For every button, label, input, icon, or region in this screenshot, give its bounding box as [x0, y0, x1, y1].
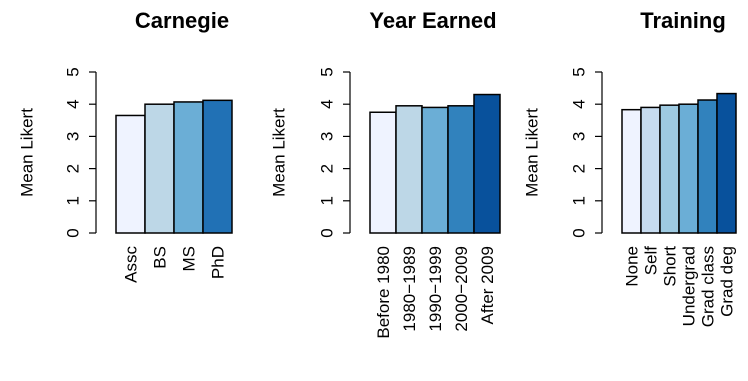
bar-2	[144, 103, 175, 234]
x-category-label: 1990−1999	[426, 246, 445, 332]
y-tick-label: 4	[317, 99, 336, 108]
y-tick-label: 1	[569, 196, 588, 205]
bar-4	[447, 105, 475, 234]
x-category-label: 2000−2009	[452, 246, 471, 332]
bar-4	[202, 99, 233, 234]
x-category-label: Before 1980	[374, 246, 393, 339]
x-category-label: None	[623, 246, 642, 287]
y-tick-label: 2	[317, 164, 336, 173]
x-category-label: Undergrad	[680, 246, 699, 326]
y-tick-label: 0	[317, 228, 336, 237]
x-category-label: Grad deg	[718, 246, 737, 317]
y-tick-label: 2	[569, 164, 588, 173]
panel-2: Year Earned Mean Likert 0 1 2 3 4 5 Before 1980 1…	[269, 8, 501, 339]
panel-3: Training Mean Likert 0 1 2 3 4 5 None Self Short Un…	[522, 8, 737, 327]
bar-3	[421, 106, 449, 234]
x-category-label: PhD	[209, 246, 228, 279]
bar-1	[115, 114, 146, 234]
panel-1: Carnegie Mean Likert 0 1 2 3 4 5 Assc BS MS PhD	[17, 8, 233, 283]
x-category-label: Short	[661, 246, 680, 287]
x-category-label: Assc	[122, 246, 141, 283]
y-tick-label: 1	[317, 196, 336, 205]
y-axis-label: Mean Likert	[269, 108, 288, 197]
y-tick-label: 4	[63, 99, 82, 108]
bar-4	[678, 103, 699, 234]
bar-6	[716, 92, 737, 234]
y-tick-label: 0	[63, 228, 82, 237]
y-tick-label: 2	[63, 164, 82, 173]
y-tick-label: 5	[63, 67, 82, 76]
x-category-label: After 2009	[478, 246, 497, 324]
x-category-label: BS	[151, 246, 170, 269]
x-category-label: Grad class	[699, 246, 718, 327]
chart-title: Training	[640, 8, 726, 33]
y-tick-label: 5	[569, 67, 588, 76]
chart-title: Year Earned	[369, 8, 496, 33]
bar-3	[659, 104, 680, 234]
y-axis-label: Mean Likert	[17, 108, 36, 197]
y-tick-label: 5	[317, 67, 336, 76]
bar-1	[621, 108, 642, 234]
x-category-label: MS	[180, 246, 199, 272]
y-tick-label: 4	[569, 99, 588, 108]
chart-title: Carnegie	[135, 8, 229, 33]
y-tick-label: 3	[569, 132, 588, 141]
y-tick-label: 0	[569, 228, 588, 237]
bar-2	[395, 105, 423, 234]
bar-5	[473, 93, 501, 234]
y-tick-label: 3	[63, 132, 82, 141]
y-axis-label: Mean Likert	[522, 108, 541, 197]
x-category-label: 1980−1989	[400, 246, 419, 332]
y-tick-label: 3	[317, 132, 336, 141]
bar-1	[369, 111, 397, 234]
bar-5	[697, 99, 718, 234]
bar-3	[173, 101, 204, 234]
bar-2	[640, 106, 661, 234]
y-tick-label: 1	[63, 196, 82, 205]
x-category-label: Self	[642, 246, 661, 276]
